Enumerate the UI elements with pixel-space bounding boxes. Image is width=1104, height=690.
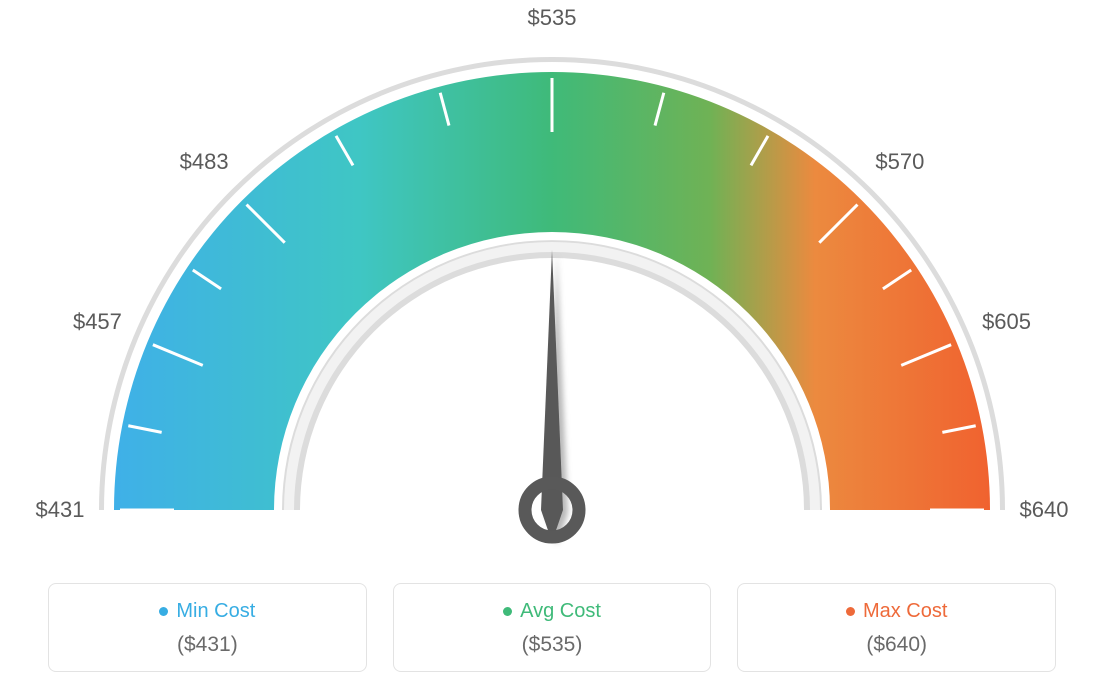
gauge-tick-label: $640 bbox=[1020, 497, 1069, 523]
legend-label-avg: Avg Cost bbox=[520, 600, 601, 623]
legend-value-avg: ($535) bbox=[404, 633, 701, 657]
gauge-tick-label: $457 bbox=[73, 309, 122, 335]
legend-value-max: ($640) bbox=[748, 633, 1045, 657]
gauge-area: $431 $457 $483 $535 $570 $605 $640 bbox=[0, 0, 1104, 560]
legend-title-avg: Avg Cost bbox=[503, 600, 601, 623]
gauge-tick-label: $431 bbox=[36, 497, 85, 523]
gauge-tick-label: $483 bbox=[180, 149, 229, 175]
legend-title-min: Min Cost bbox=[159, 600, 255, 623]
legend-value-min: ($431) bbox=[59, 633, 356, 657]
legend-dot-min bbox=[159, 607, 168, 616]
cost-gauge-container: $431 $457 $483 $535 $570 $605 $640 Min Cost ($… bbox=[0, 0, 1104, 690]
legend-title-max: Max Cost bbox=[846, 600, 947, 623]
gauge-tick-label: $570 bbox=[875, 149, 924, 175]
legend-row: Min Cost ($431) Avg Cost ($535) Max Cost… bbox=[0, 583, 1104, 672]
legend-dot-max bbox=[846, 607, 855, 616]
legend-card-max: Max Cost ($640) bbox=[737, 583, 1056, 672]
legend-label-min: Min Cost bbox=[176, 600, 255, 623]
gauge-tick-label: $605 bbox=[982, 309, 1031, 335]
legend-card-avg: Avg Cost ($535) bbox=[393, 583, 712, 672]
gauge-tick-label: $535 bbox=[528, 5, 577, 31]
legend-label-max: Max Cost bbox=[863, 600, 947, 623]
legend-card-min: Min Cost ($431) bbox=[48, 583, 367, 672]
gauge-svg bbox=[0, 0, 1104, 560]
legend-dot-avg bbox=[503, 607, 512, 616]
